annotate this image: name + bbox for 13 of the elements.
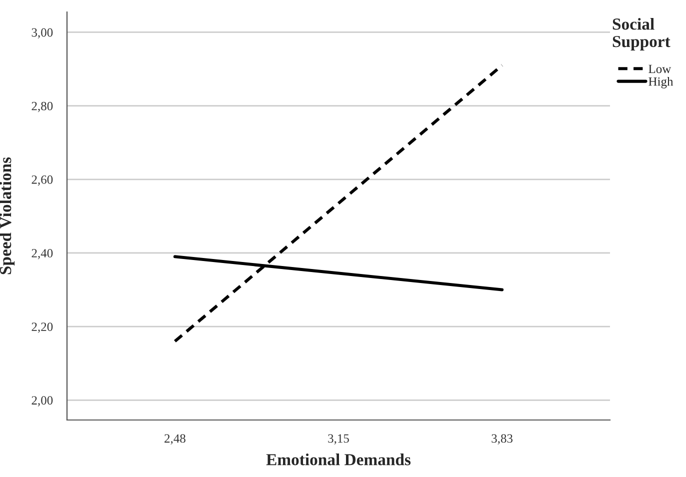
y-tick-label: 2,40 [32, 249, 53, 260]
legend-title: Social Support [612, 18, 670, 51]
y-tick-label: 3,00 [32, 28, 53, 38]
y-tick-label: 2,60 [32, 175, 53, 186]
x-tick-label: 2,48 [164, 434, 186, 444]
x-tick-label: 3,15 [328, 434, 349, 444]
y-tick-label: 2,00 [32, 396, 53, 406]
legend-label: Low [648, 64, 672, 74]
y-tick-label: 2,80 [32, 102, 53, 112]
legend-label: High [648, 76, 674, 88]
y-tick-label: 2,20 [32, 322, 53, 333]
x-axis-title: Emotional Demands [266, 454, 411, 466]
x-tick-label: 3,83 [492, 434, 513, 444]
